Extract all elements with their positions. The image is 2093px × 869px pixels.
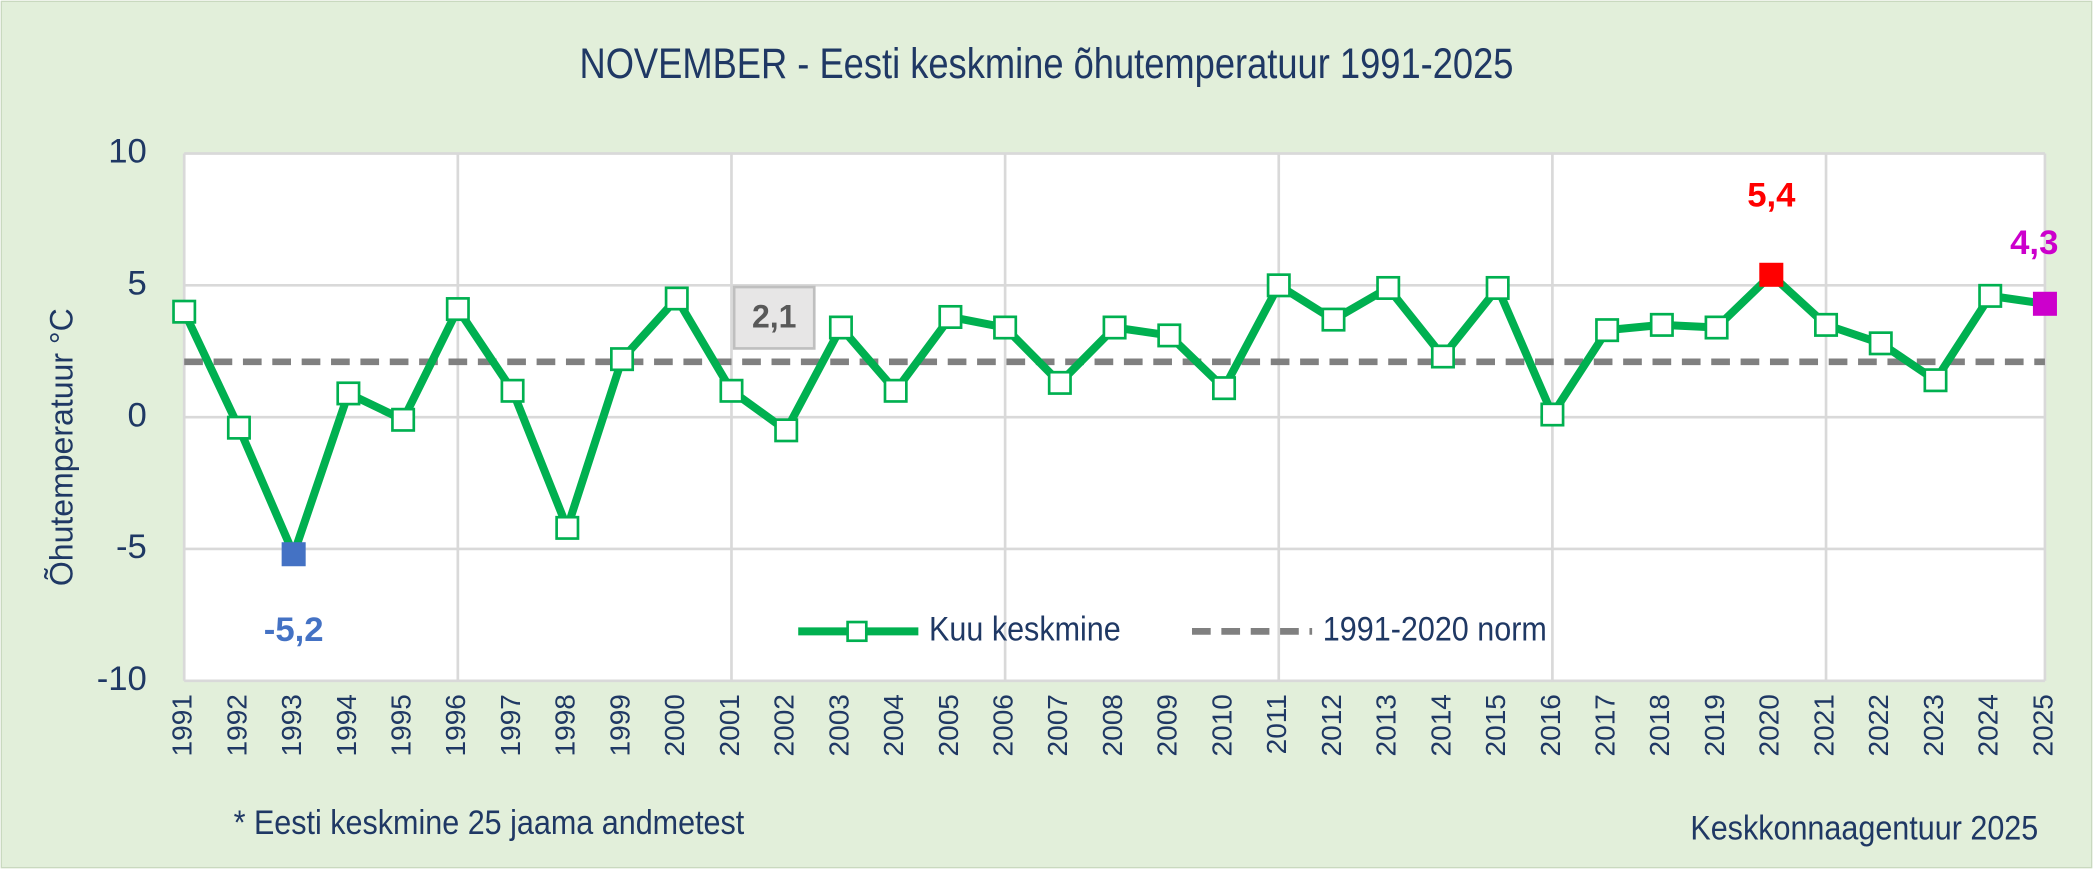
marker	[2032, 291, 2057, 316]
x-tick-label: 1999	[604, 694, 635, 756]
x-tick-label: 2006	[988, 694, 1019, 756]
marker	[1047, 370, 1072, 395]
x-tick-label: 2003	[823, 694, 854, 756]
x-tick-label: 2011	[1261, 694, 1292, 754]
x-tick-label: 1992	[221, 694, 252, 756]
x-tick-label: 1997	[495, 694, 526, 756]
x-tick-label: 2023	[1918, 694, 1949, 756]
marker	[1485, 275, 1510, 300]
norm-label: 2,1	[752, 299, 797, 335]
marker	[828, 315, 853, 340]
x-tick-label: 2024	[1973, 694, 2004, 756]
x-tick-label: 2015	[1480, 694, 1511, 756]
x-tick-label: 2004	[878, 694, 909, 756]
x-tick-label: 2020	[1754, 694, 1785, 756]
marker	[391, 407, 416, 432]
x-tick-label: 2018	[1644, 694, 1675, 756]
marker	[664, 286, 689, 311]
x-tick-label: 2007	[1042, 694, 1073, 756]
y-tick-label: -10	[97, 660, 147, 698]
marker	[1376, 275, 1401, 300]
marker	[610, 347, 635, 372]
marker	[1157, 323, 1182, 348]
y-tick-label: 5	[128, 265, 147, 303]
legend-marker	[846, 620, 868, 643]
x-tick-label: 2009	[1152, 694, 1183, 756]
x-tick-label: 2008	[1097, 694, 1128, 756]
marker	[1266, 273, 1291, 298]
marker	[1923, 368, 1948, 393]
x-tick-label: 2021	[1808, 694, 1839, 756]
x-tick-label: 2019	[1699, 694, 1730, 756]
x-tick-label: 1996	[440, 694, 471, 756]
marker	[445, 297, 470, 322]
legend-label: 1991-2020 norm	[1323, 609, 1547, 648]
marker	[1540, 402, 1565, 427]
grid	[182, 152, 2047, 683]
x-tick-label: 2025	[2027, 694, 2058, 756]
marker	[226, 415, 251, 440]
marker	[1704, 315, 1729, 340]
data-label: 5,4	[1747, 177, 1796, 215]
x-tick-label: 2000	[659, 694, 690, 756]
marker	[1759, 262, 1784, 287]
data-label: 4,3	[2010, 224, 2058, 262]
marker	[938, 304, 963, 329]
x-tick-label: 1995	[386, 694, 417, 756]
marker	[172, 299, 197, 324]
marker	[774, 418, 799, 443]
marks	[172, 262, 2057, 643]
marker	[1212, 376, 1237, 401]
data-label: -5,2	[264, 611, 324, 649]
marker	[336, 381, 361, 406]
x-tick-label: 2016	[1535, 694, 1566, 756]
marker	[993, 315, 1018, 340]
x-tick-label: 1998	[550, 694, 581, 756]
marker	[1868, 331, 1893, 356]
footnote: * Eesti keskmine 25 jaama andmetest	[234, 802, 745, 841]
marker	[1814, 312, 1839, 337]
marker	[1321, 307, 1346, 332]
x-tick-label: 1991	[167, 694, 198, 756]
x-tick-label: 2001	[714, 694, 745, 756]
x-tick-label: 2014	[1425, 694, 1456, 756]
marker	[281, 542, 306, 567]
marker	[500, 378, 525, 403]
marker	[883, 378, 908, 403]
norm-label-box	[732, 285, 816, 350]
x-tick-label: 2022	[1863, 694, 1894, 756]
legend-label: Kuu keskmine	[929, 609, 1121, 648]
x-tick-label: 2013	[1371, 694, 1402, 756]
marker	[1649, 312, 1674, 337]
y-tick-label: 0	[128, 396, 147, 434]
y-axis-label: Õhutemperatuur °C	[44, 308, 80, 586]
x-tick-label: 1994	[331, 694, 362, 756]
y-tick-label: -5	[116, 528, 147, 566]
chart-title: NOVEMBER - Eesti keskmine õhutemperatuur…	[580, 40, 1514, 87]
marker	[1595, 318, 1620, 343]
source: Keskkonnaagentuur 2025	[1690, 808, 2038, 847]
x-tick-label: 2002	[769, 694, 800, 756]
y-tick-label: 10	[108, 133, 147, 171]
marker	[1430, 344, 1455, 369]
marker	[555, 515, 580, 540]
x-tick-label: 2005	[933, 694, 964, 756]
marker	[719, 378, 744, 403]
x-tick-label: 2017	[1590, 694, 1621, 756]
marker	[1978, 283, 2003, 308]
x-tick-label: 1993	[276, 694, 307, 756]
marker	[1102, 315, 1127, 340]
x-tick-label: 2012	[1316, 694, 1347, 756]
x-tick-label: 2010	[1206, 694, 1237, 756]
